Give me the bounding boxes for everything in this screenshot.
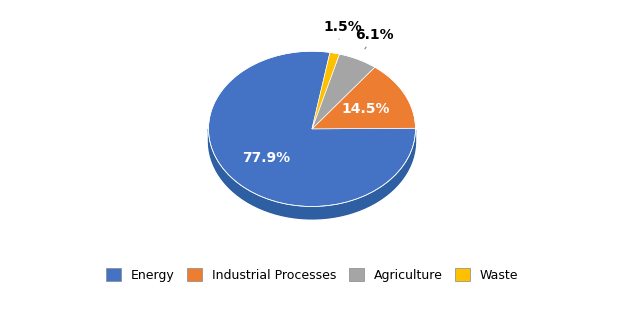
Polygon shape: [208, 129, 416, 219]
Legend: Energy, Industrial Processes, Agriculture, Waste: Energy, Industrial Processes, Agricultur…: [100, 263, 524, 286]
Ellipse shape: [208, 64, 416, 219]
Polygon shape: [312, 67, 416, 129]
Polygon shape: [312, 54, 375, 129]
Text: 14.5%: 14.5%: [341, 102, 390, 116]
Polygon shape: [208, 51, 416, 206]
Text: 1.5%: 1.5%: [323, 20, 362, 39]
Text: 77.9%: 77.9%: [242, 151, 290, 165]
Text: 6.1%: 6.1%: [355, 28, 393, 49]
Polygon shape: [312, 52, 339, 129]
